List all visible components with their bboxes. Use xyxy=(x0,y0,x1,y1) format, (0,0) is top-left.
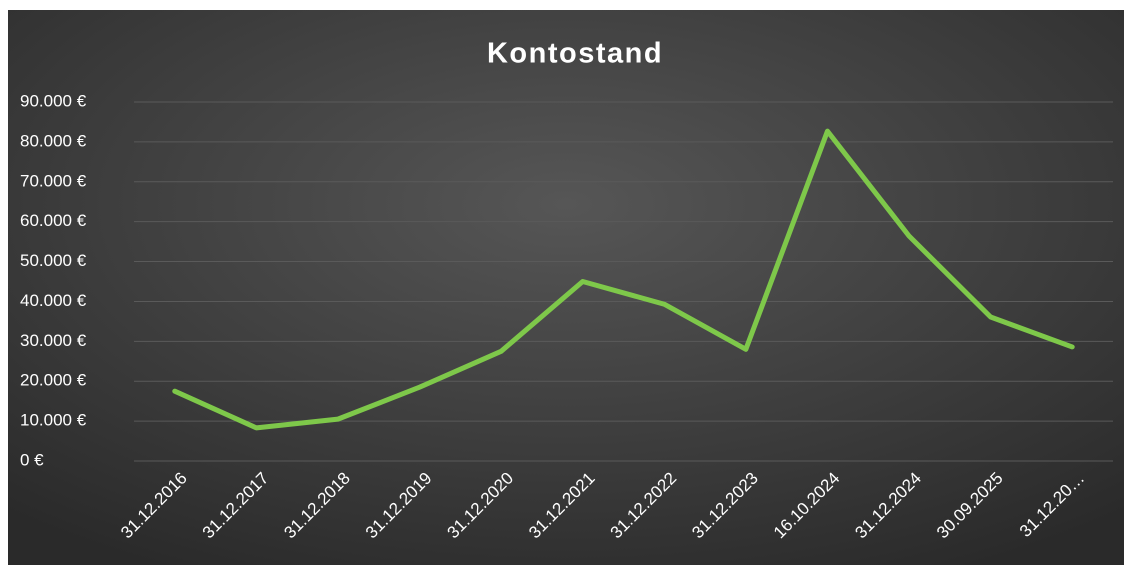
y-tick-label: 0 € xyxy=(20,450,44,469)
y-tick-label: 80.000 € xyxy=(20,131,87,150)
chart-title: Kontostand xyxy=(487,38,663,70)
y-tick-label: 90.000 € xyxy=(20,91,87,110)
y-tick-label: 70.000 € xyxy=(20,171,87,190)
y-tick-label: 30.000 € xyxy=(20,331,87,350)
y-tick-label: 10.000 € xyxy=(20,411,87,430)
y-tick-label: 60.000 € xyxy=(20,211,87,230)
y-tick-label: 40.000 € xyxy=(20,291,87,310)
y-tick-label: 20.000 € xyxy=(20,371,87,390)
data-line xyxy=(172,128,1075,431)
y-tick-label: 50.000 € xyxy=(20,251,87,270)
